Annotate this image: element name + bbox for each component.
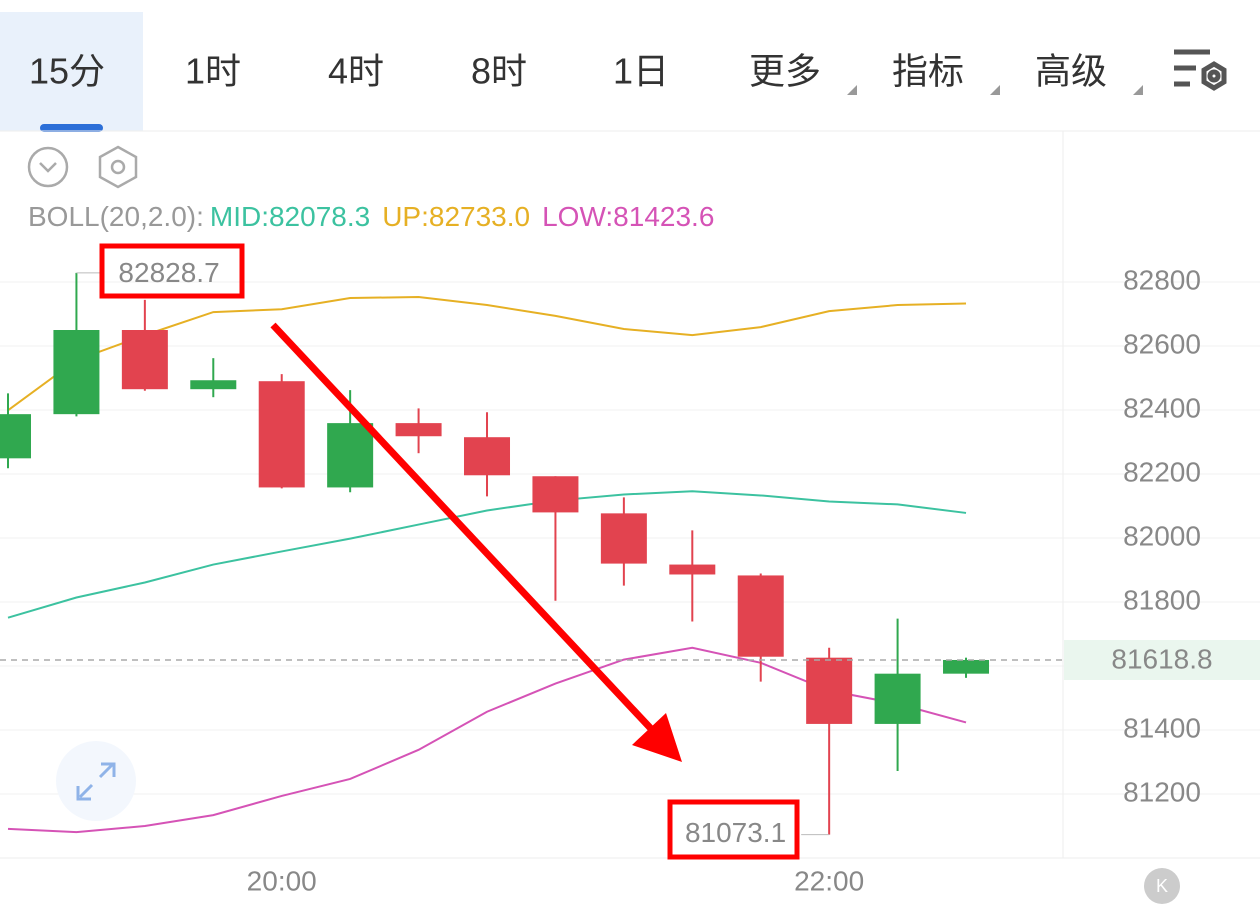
y-tick-label: 81400 bbox=[1123, 712, 1201, 743]
tab[interactable]: 15分 bbox=[29, 51, 105, 92]
low-label: 81073.1 bbox=[685, 817, 786, 848]
tab[interactable]: 1时 bbox=[185, 51, 241, 92]
dropdown-caret bbox=[1133, 85, 1143, 95]
candle-body bbox=[806, 657, 853, 724]
highlight-box bbox=[667, 799, 800, 860]
indicator-line bbox=[7, 490, 967, 619]
y-tick-label: 81200 bbox=[1123, 776, 1201, 807]
y-tick-label: 82600 bbox=[1123, 328, 1201, 359]
candle-body bbox=[395, 423, 442, 437]
y-tick-label: 82200 bbox=[1123, 456, 1201, 487]
trend-arrow bbox=[270, 322, 658, 736]
candle-body bbox=[669, 564, 716, 575]
legend-value: 82733.0 bbox=[429, 201, 530, 232]
tab[interactable]: 指标 bbox=[892, 51, 964, 92]
plot bbox=[0, 272, 1260, 836]
y-tick-label: 82400 bbox=[1123, 392, 1201, 423]
indicator-label: BOLL(20,2.0): bbox=[28, 201, 204, 232]
active-tab-bg bbox=[0, 12, 143, 131]
candle-body bbox=[943, 659, 990, 674]
tab[interactable]: 8时 bbox=[471, 51, 527, 92]
tab[interactable]: 1日 bbox=[613, 51, 669, 92]
tab[interactable]: 高级 bbox=[1035, 51, 1107, 92]
tab[interactable]: 4时 bbox=[328, 51, 384, 92]
last-price-bg bbox=[1064, 639, 1260, 680]
candle-body bbox=[53, 330, 100, 415]
x-tick-label: 22:00 bbox=[794, 865, 864, 896]
scroll-latest-button[interactable]: K bbox=[1144, 868, 1180, 904]
legend-name: LOW: bbox=[542, 201, 613, 232]
y-tick-label: 82800 bbox=[1123, 264, 1201, 295]
settings-small-icon[interactable] bbox=[98, 145, 138, 189]
y-tick-label: 81800 bbox=[1123, 584, 1201, 615]
dropdown-caret bbox=[847, 85, 857, 95]
legend-value: 81423.6 bbox=[613, 201, 714, 232]
tab[interactable]: 更多 bbox=[749, 51, 821, 92]
arrow-head bbox=[632, 713, 682, 762]
candle-body bbox=[600, 513, 647, 564]
indicator-legend: BOLL(20,2.0): MID:82078.3 UP:82733.0 LOW:81… bbox=[28, 201, 714, 232]
y-tick-label: 82000 bbox=[1123, 520, 1201, 551]
candle-body bbox=[874, 673, 921, 724]
legend-value: 82078.3 bbox=[269, 201, 370, 232]
candle-body bbox=[464, 437, 511, 476]
collapse-icon[interactable] bbox=[27, 146, 69, 188]
settings-icon[interactable] bbox=[1174, 49, 1227, 91]
x-tick-label: 20:00 bbox=[247, 865, 317, 896]
candle-body bbox=[121, 330, 168, 390]
svg-text:K: K bbox=[1156, 876, 1168, 896]
highlight-box bbox=[99, 243, 245, 299]
legend-name: MID: bbox=[210, 201, 269, 232]
candle-body bbox=[737, 575, 784, 657]
candle-body bbox=[532, 476, 579, 513]
candle-body bbox=[190, 380, 237, 390]
expand-icon[interactable] bbox=[56, 741, 136, 821]
annotations bbox=[99, 243, 800, 860]
high-label: 82828.7 bbox=[118, 257, 219, 288]
indicator-line bbox=[7, 296, 967, 412]
last-price-label: 81618.8 bbox=[1111, 643, 1212, 674]
candle-body bbox=[258, 381, 305, 488]
dropdown-caret bbox=[990, 85, 1000, 95]
candle-body bbox=[0, 414, 31, 459]
active-tab-indicator bbox=[40, 124, 103, 132]
legend-name: UP: bbox=[382, 201, 429, 232]
candle-body bbox=[327, 423, 374, 488]
